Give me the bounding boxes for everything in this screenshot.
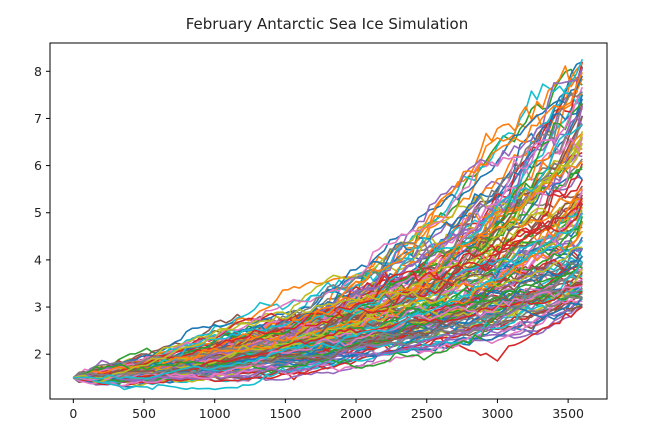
x-tick-label-3000: 3000	[482, 406, 514, 421]
series-line-91	[73, 75, 584, 379]
y-tick-label-8: 8	[34, 64, 42, 79]
series-layer	[72, 58, 584, 391]
series-line-109	[73, 131, 584, 379]
x-tick-label-0: 0	[69, 406, 77, 421]
series-line-123	[73, 102, 583, 379]
series-line-149	[73, 246, 583, 380]
series-line-142	[73, 72, 584, 380]
series-line-148	[73, 289, 583, 379]
y-tick-label-2: 2	[34, 347, 42, 362]
x-tick-label-2500: 2500	[411, 406, 443, 421]
x-tick-label-2000: 2000	[340, 406, 372, 421]
series-line-143	[72, 294, 583, 379]
x-tick-label-1000: 1000	[199, 406, 231, 421]
series-line-128	[72, 91, 583, 379]
chart-title: February Antarctic Sea Ice Simulation	[186, 15, 469, 33]
x-tick-label-500: 500	[132, 406, 156, 421]
y-tick-label-3: 3	[34, 300, 42, 315]
y-tick-label-6: 6	[34, 158, 42, 173]
plot-frame	[49, 42, 608, 400]
x-tick-label-1500: 1500	[269, 406, 301, 421]
series-line-137	[72, 297, 583, 387]
series-line-140	[73, 260, 583, 391]
y-tick-label-7: 7	[34, 111, 42, 126]
y-tick-label-4: 4	[34, 252, 42, 267]
y-axis: 2 3 4 5 6 7 8	[34, 64, 50, 362]
x-axis: 0 500 1000 1500 2000 2500 3000 3500	[69, 399, 584, 421]
x-tick-label-3500: 3500	[552, 406, 584, 421]
y-tick-label-5: 5	[34, 205, 42, 220]
series-line-150	[73, 213, 584, 380]
series-line-133	[73, 261, 583, 383]
